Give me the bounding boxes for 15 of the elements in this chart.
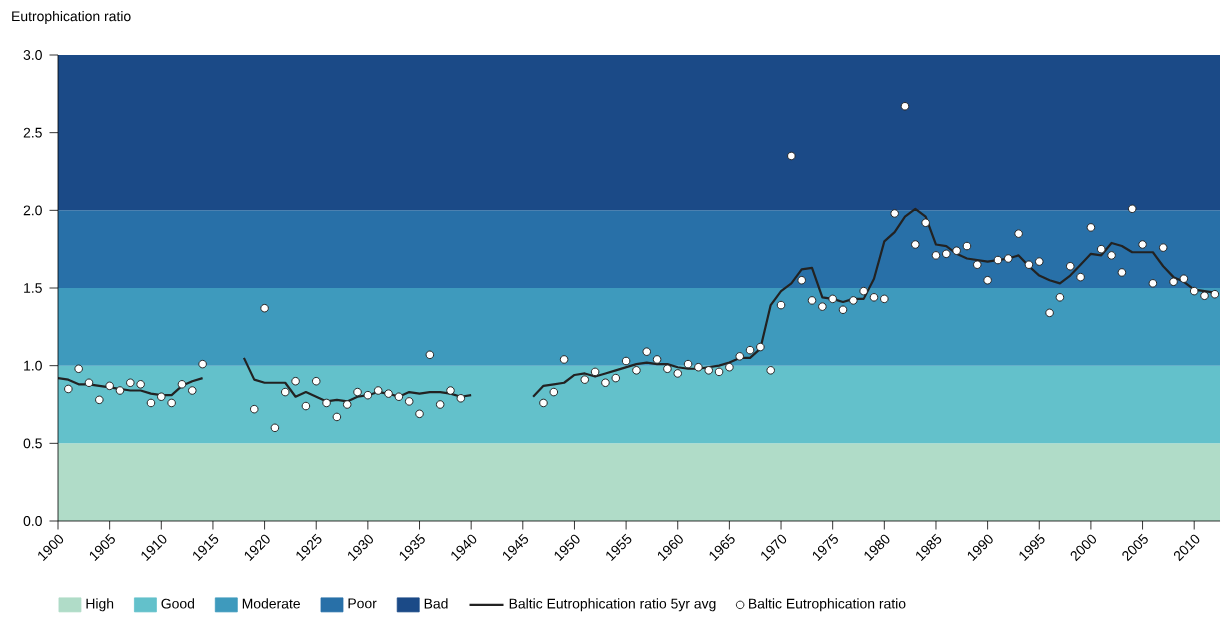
- y-tick-label: 1.5: [24, 283, 42, 293]
- legend-label: High: [86, 598, 114, 612]
- y-tick-label: 0.0: [23, 516, 42, 526]
- y-tick-label: 3.0: [23, 50, 42, 60]
- legend-label: Bad: [424, 598, 448, 609]
- y-tick-label: 1.0: [24, 360, 42, 371]
- legend-label: Baltic Eutrophication ratio 5yr avg: [509, 598, 716, 612]
- y-tick-label: 2.5: [23, 127, 42, 138]
- legend-label: Poor: [348, 598, 377, 609]
- y-tick-label: 2.0: [23, 205, 42, 216]
- legend-label: Moderate: [242, 598, 300, 609]
- y-tick-label: 0.5: [23, 438, 42, 449]
- legend-label: Good: [161, 598, 194, 609]
- legend-label: Baltic Eutrophication ratio: [749, 598, 906, 612]
- y-axis-title: Eutrophication ratio: [12, 10, 131, 24]
